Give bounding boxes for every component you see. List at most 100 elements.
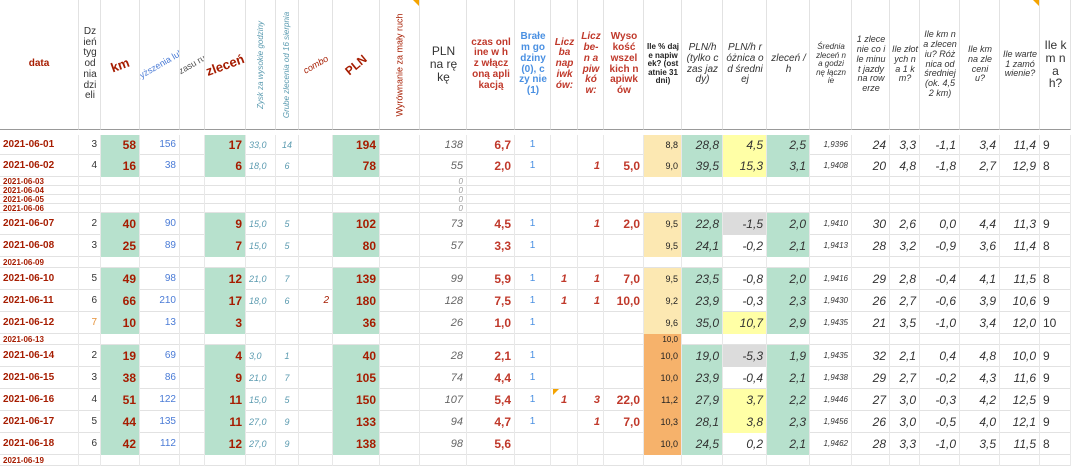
cell-bral[interactable] [515,334,551,345]
cell-grube[interactable] [276,455,299,466]
cell-sred[interactable]: 1,9435 [810,345,852,367]
column-header-sred[interactable]: Średnia zleceń na godzinę łącznie [810,0,852,130]
cell-grube[interactable]: 14 [276,135,299,155]
cell-zysk[interactable]: 27,0 [246,433,276,455]
cell-zlot[interactable]: 3,3 [890,433,920,455]
cell-wyr[interactable] [380,195,420,204]
comment-marker-icon[interactable] [553,389,559,395]
cell-proc[interactable] [644,204,682,213]
cell-online[interactable]: 4,7 [467,411,515,433]
cell-przew[interactable]: 122 [140,389,180,411]
cell-pln[interactable]: 133 [333,411,380,433]
cell-przew[interactable]: 210 [140,290,180,312]
cell-dzien[interactable]: 4 [79,155,101,177]
cell-wys[interactable] [604,235,644,257]
cell-km[interactable]: 38 [101,367,140,389]
cell-kmz[interactable]: 4,4 [960,213,1000,235]
cell-wys[interactable] [604,312,644,334]
cell-kmh[interactable]: 9 [1040,213,1071,235]
cell-dzien[interactable] [79,204,101,213]
cell-liczn[interactable]: 1 [578,213,604,235]
cell-przew[interactable]: 38 [140,155,180,177]
cell-kmh[interactable] [1040,455,1071,466]
cell-proc[interactable] [644,455,682,466]
cell-data[interactable]: 2021-06-17 [0,411,79,433]
cell-wyr[interactable] [380,177,420,186]
cell-pln[interactable]: 138 [333,433,380,455]
cell-combo[interactable] [299,367,333,389]
cell-dzien[interactable] [79,257,101,268]
cell-kmzl[interactable]: -1,1 [920,135,960,155]
cell-licz[interactable] [551,195,578,204]
cell-wyr[interactable] [380,334,420,345]
cell-pln[interactable]: 40 [333,345,380,367]
cell-wyr[interactable] [380,411,420,433]
cell-zlot[interactable]: 2,8 [890,268,920,290]
cell-km[interactable]: 10 [101,312,140,334]
cell-zysk[interactable] [246,177,276,186]
cell-zysk[interactable] [246,195,276,204]
cell-combo[interactable] [299,195,333,204]
cell-roz[interactable]: 10,7 [723,312,767,334]
column-header-czas[interactable]: % czasu ruchu [180,0,205,130]
cell-warte[interactable] [1000,186,1040,195]
cell-zlec[interactable]: 12 [205,433,246,455]
cell-roz[interactable] [723,455,767,466]
column-header-proc[interactable]: Ile % daje napiwek? (ostatnie 31 dni) [644,0,682,130]
cell-bral[interactable] [515,186,551,195]
cell-sred[interactable]: 1,9435 [810,312,852,334]
cell-plnh[interactable] [682,177,723,186]
table-row[interactable] [0,235,1071,257]
cell-sred[interactable]: 1,9396 [810,135,852,155]
cell-roz[interactable] [723,177,767,186]
cell-online[interactable]: 6,7 [467,135,515,155]
cell-licz[interactable] [551,455,578,466]
cell-proc[interactable]: 9,2 [644,290,682,312]
cell-dzien[interactable]: 3 [79,235,101,257]
cell-liczn[interactable] [578,177,604,186]
cell-przew[interactable] [140,334,180,345]
cell-bral[interactable]: 1 [515,367,551,389]
cell-zlh[interactable]: 2,0 [767,268,810,290]
cell-roz[interactable] [723,204,767,213]
cell-online[interactable] [467,177,515,186]
cell-wyr[interactable] [380,204,420,213]
table-row[interactable] [0,135,1071,155]
cell-kmzl[interactable] [920,455,960,466]
cell-min[interactable]: 24 [852,135,890,155]
cell-km[interactable]: 19 [101,345,140,367]
column-header-wyr[interactable]: Wyrównanie za mały ruch [380,0,420,130]
cell-czas[interactable] [180,186,205,195]
cell-zlec[interactable]: 9 [205,367,246,389]
cell-zlec[interactable]: 9 [205,213,246,235]
cell-grube[interactable]: 6 [276,155,299,177]
cell-liczn[interactable]: 1 [578,268,604,290]
cell-online[interactable]: 5,6 [467,433,515,455]
column-header-grube[interactable]: Grube zlecenia od 16 sierpnia [276,0,299,130]
cell-pln[interactable] [333,204,380,213]
cell-zlot[interactable]: 2,7 [890,290,920,312]
cell-liczn[interactable] [578,455,604,466]
cell-reke[interactable]: 0 [420,204,467,213]
cell-przew[interactable]: 86 [140,367,180,389]
cell-grube[interactable] [276,334,299,345]
cell-combo[interactable] [299,312,333,334]
cell-data[interactable]: 2021-06-16 [0,389,79,411]
cell-pln[interactable] [333,195,380,204]
cell-bral[interactable]: 1 [515,389,551,411]
cell-zlec[interactable]: 3 [205,312,246,334]
column-header-bral[interactable]: Brałem godziny (0), czy nie(1) [515,0,551,130]
cell-km[interactable] [101,204,140,213]
table-row[interactable] [0,367,1071,389]
cell-wyr[interactable] [380,389,420,411]
cell-zlec[interactable]: 11 [205,389,246,411]
table-row[interactable] [0,195,1071,204]
cell-combo[interactable] [299,204,333,213]
cell-zysk[interactable]: 21,0 [246,367,276,389]
cell-kmz[interactable]: 3,4 [960,312,1000,334]
cell-zysk[interactable]: 15,0 [246,235,276,257]
cell-czas[interactable] [180,257,205,268]
table-row[interactable] [0,411,1071,433]
cell-liczn[interactable] [578,367,604,389]
